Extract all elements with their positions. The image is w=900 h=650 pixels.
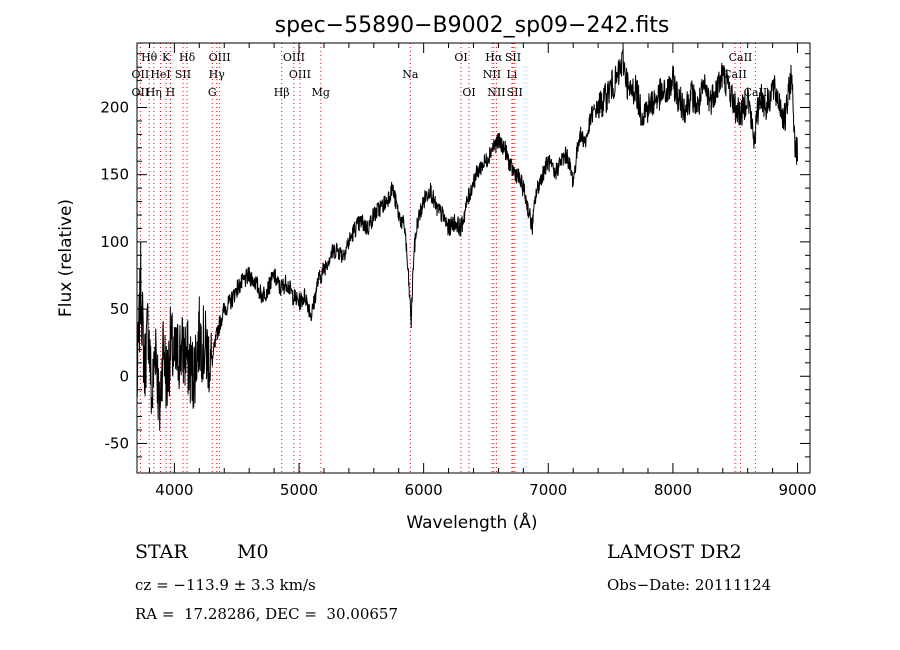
x-tick-label: 5000 [280,481,318,499]
coordinates: RA = 17.28286, DEC = 30.00657 [135,605,399,623]
y-tick-label: 150 [100,166,129,184]
redshift-value: cz = −113.9 ± 3.3 km/s [135,576,316,594]
spectral-line-label: OI [454,51,467,64]
spectrum-series [136,47,798,431]
spectral-line-label: Na [402,68,419,81]
spectral-line-label: K [162,51,171,64]
y-tick-label: 100 [100,233,129,251]
y-axis-label: Flux (relative) [56,199,76,317]
y-tick-label: -50 [105,434,130,452]
spectral-line-label: CaII [729,51,753,64]
spectral-line-label: Mg [312,86,330,99]
y-tick-label: 200 [100,99,129,117]
spectral-line-label: Hγ [209,68,226,81]
spectral-line-label: Hβ [274,86,290,99]
spectral-line-label: OI [462,86,475,99]
x-tick-label: 9000 [778,481,816,499]
spectral-line-label: SII [175,68,191,81]
object-subclass: M0 [237,541,269,563]
spectral-line-label: HeI [150,68,170,81]
spectral-line-label: Hη [146,86,162,99]
x-tick-label: 4000 [155,481,193,499]
spectral-line-label: Hα [485,51,503,64]
y-axis: -50 0 50 100 150 200 [100,53,810,458]
x-tick-label: 6000 [405,481,443,499]
chart-title: spec−55890−B9002_sp09−242.fits [275,13,670,38]
spectral-line-label: H [166,86,176,99]
y-tick-label: 50 [110,300,129,318]
spectrum-line [136,47,798,431]
survey-name: LAMOST DR2 [607,541,742,563]
spectral-line-label: NII [483,68,501,81]
spectral-line-label: Hδ [179,51,196,64]
spectral-line-label: OII [132,68,150,81]
observation-date: Obs−Date: 20111124 [607,576,772,594]
spectral-line-label: SII [507,86,523,99]
spectral-line-label: Hθ [141,51,158,64]
spectral-line-label: OIII [209,51,231,64]
spectral-line-label: SII [505,51,521,64]
object-class: STAR [135,541,188,563]
spectral-line-markers [139,43,756,473]
spectral-line-label: Li [506,68,517,81]
y-tick-label: 0 [119,367,129,385]
x-tick-label: 7000 [529,481,567,499]
x-axis-label: Wavelength (Å) [406,511,537,533]
spectral-line-label: OIII [289,68,311,81]
spectral-line-label: OII [132,86,150,99]
x-tick-label: 8000 [654,481,692,499]
spectral-line-label: G [208,86,217,99]
spectral-line-label: NII [487,86,505,99]
x-axis: 4000 5000 6000 7000 8000 9000 [148,43,817,499]
spectral-line-label: CaII [723,68,747,81]
spectral-line-label: OIII [283,51,305,64]
